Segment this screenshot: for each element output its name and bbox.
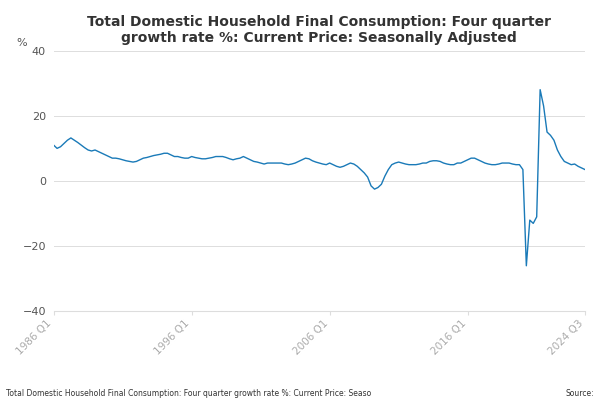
Text: Source:: Source: xyxy=(565,389,594,398)
Text: Total Domestic Household Final Consumption: Four quarter growth rate %: Current : Total Domestic Household Final Consumpti… xyxy=(6,389,371,398)
Text: %: % xyxy=(16,38,27,48)
Title: Total Domestic Household Final Consumption: Four quarter
growth rate %: Current : Total Domestic Household Final Consumpti… xyxy=(88,15,551,45)
